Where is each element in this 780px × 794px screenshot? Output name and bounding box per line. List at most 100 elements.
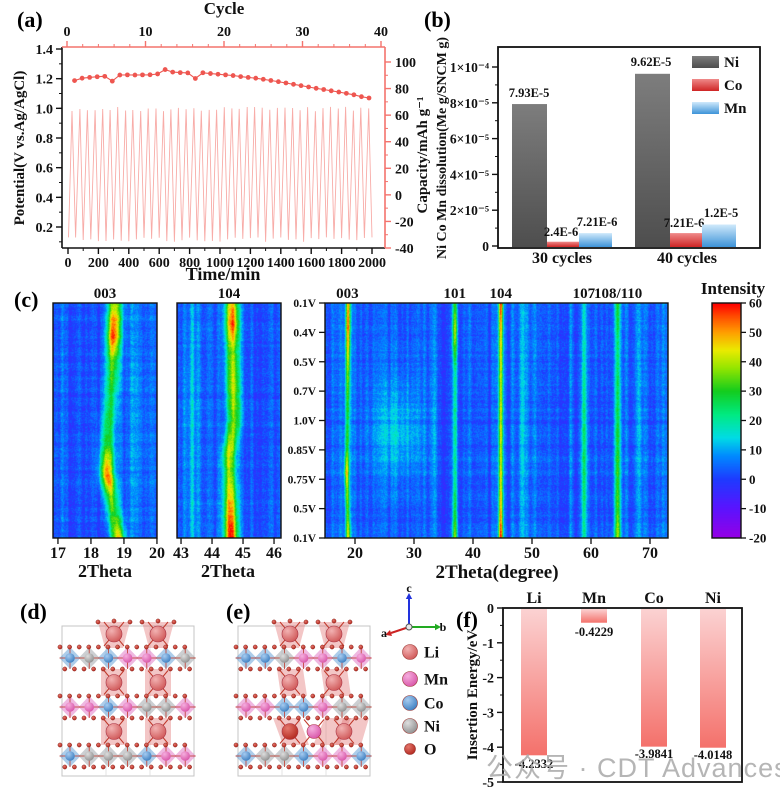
panel-c-annotations: 003 17 18 19 20 2Theta 104 43 44 45 46 2Theta 20 30 40… xyxy=(50,279,766,583)
capacity-tick-label: 0 xyxy=(395,189,402,204)
colorbar-tick-label: 10 xyxy=(749,442,762,457)
tm-atom-co xyxy=(65,653,75,663)
oxygen-atom xyxy=(158,764,164,770)
tm-atom-mn xyxy=(318,751,328,761)
oxygen-atom xyxy=(100,666,106,672)
x-axis-title: 2Theta xyxy=(201,561,255,581)
oxygen-atom xyxy=(324,715,330,721)
li-atom xyxy=(325,625,343,643)
x-tick-label: 1800 xyxy=(328,256,356,271)
capacity-point xyxy=(94,74,100,80)
tm-atom-ni xyxy=(84,751,94,761)
tm-atom-co xyxy=(337,653,347,663)
oxygen-atom xyxy=(281,644,287,650)
tm-atom-co xyxy=(103,653,114,663)
oxygen-atom xyxy=(363,666,368,672)
plot-frame xyxy=(711,302,742,539)
oxygen-atom xyxy=(148,764,154,770)
oxygen-atom xyxy=(272,742,277,748)
capacity-point xyxy=(87,75,93,80)
x-tick-label: 50 xyxy=(524,545,540,562)
oxygen-atom xyxy=(168,666,173,672)
oxygen-atom xyxy=(139,764,144,770)
oxygen-atom xyxy=(91,715,96,721)
oxygen-atom xyxy=(120,764,125,770)
capacity-point xyxy=(208,71,213,76)
oxygen-atom xyxy=(315,666,320,672)
oxygen-atom xyxy=(262,742,268,748)
oxygen-atom xyxy=(163,693,168,699)
legend-atom-o xyxy=(404,743,416,755)
a-axis-label: a xyxy=(381,626,387,640)
oxygen-atom xyxy=(153,644,159,650)
oxygen-atom xyxy=(348,644,354,650)
oxygen-atom xyxy=(315,619,321,625)
oxygen-atom xyxy=(57,693,63,699)
oxygen-atom xyxy=(353,666,359,672)
y-tick-label: 0 xyxy=(482,239,489,254)
y-tick-label: -1 xyxy=(482,637,494,652)
x-tick-label: 43 xyxy=(173,545,189,562)
oxygen-atom xyxy=(248,715,253,721)
oxygen-atom xyxy=(344,666,349,672)
capacity-point xyxy=(336,89,342,95)
oxygen-atom xyxy=(115,742,120,748)
x-tick-label: 70 xyxy=(642,545,658,562)
oxygen-atom xyxy=(331,618,337,624)
oxygen-atom xyxy=(96,644,101,650)
oxygen-atom xyxy=(291,644,296,650)
oxygen-atom xyxy=(127,619,133,625)
capacity-point xyxy=(155,71,161,77)
legend-atom-label: Co xyxy=(424,696,444,713)
oxygen-atom xyxy=(134,693,140,699)
tm-atom-co xyxy=(103,702,114,712)
oxygen-atom xyxy=(238,666,244,672)
oxygen-atom xyxy=(353,764,359,770)
oxygen-atom xyxy=(129,666,135,672)
panel-c-letter: (c) xyxy=(14,287,39,312)
tm-atom-mn xyxy=(318,702,328,712)
tm-atom-ni xyxy=(84,653,94,663)
c-arrowhead xyxy=(405,593,413,599)
tm-atom-co xyxy=(260,653,271,663)
colorbar-tick-label: 40 xyxy=(749,354,762,369)
oxygen-atom xyxy=(300,693,306,699)
oxygen-atom xyxy=(287,618,293,624)
oxygen-atom xyxy=(334,764,340,770)
tm-atom-mn xyxy=(180,702,190,712)
oxygen-atom xyxy=(139,666,144,672)
bar-value-label: -4.2332 xyxy=(515,757,554,771)
oxygen-atom xyxy=(81,666,87,672)
legend-atom-ni xyxy=(402,718,418,734)
legend-atom-li xyxy=(402,644,418,660)
x-tick-label: 20 xyxy=(347,545,363,562)
oxygen-atom xyxy=(334,666,340,672)
colorbar-tick-label: -20 xyxy=(749,531,766,546)
tm-atom-mn xyxy=(241,702,251,712)
oxygen-atom xyxy=(187,666,192,672)
tm-atom-mn xyxy=(161,751,171,761)
capacity-point xyxy=(306,84,311,90)
tm-atom-ni xyxy=(180,653,190,663)
capacity-point xyxy=(132,72,138,78)
plot-frame xyxy=(52,302,158,539)
tm-atom-co xyxy=(356,751,367,761)
y-tick-label: -5 xyxy=(482,776,494,791)
oxygen-atom xyxy=(305,666,311,672)
bar-value-label: 7.93E-5 xyxy=(509,86,550,100)
b-axis-label: b xyxy=(440,620,447,634)
oxygen-atom xyxy=(315,764,320,770)
oxygen-atom xyxy=(72,715,77,721)
x-tick-label: 2000 xyxy=(358,256,386,271)
panel-d-crystal-structure xyxy=(57,618,196,777)
oxygen-atom xyxy=(252,742,258,748)
x-tick-label: 800 xyxy=(179,256,200,271)
cycle-tick-label: 20 xyxy=(217,25,231,40)
oxygen-atom xyxy=(248,764,253,770)
oxygen-atom xyxy=(353,715,359,721)
element-label: Mn xyxy=(582,590,606,607)
oxygen-atom xyxy=(86,644,92,650)
capacity-point xyxy=(260,76,266,82)
oxygen-atom xyxy=(271,619,277,625)
li-atom xyxy=(325,674,343,691)
